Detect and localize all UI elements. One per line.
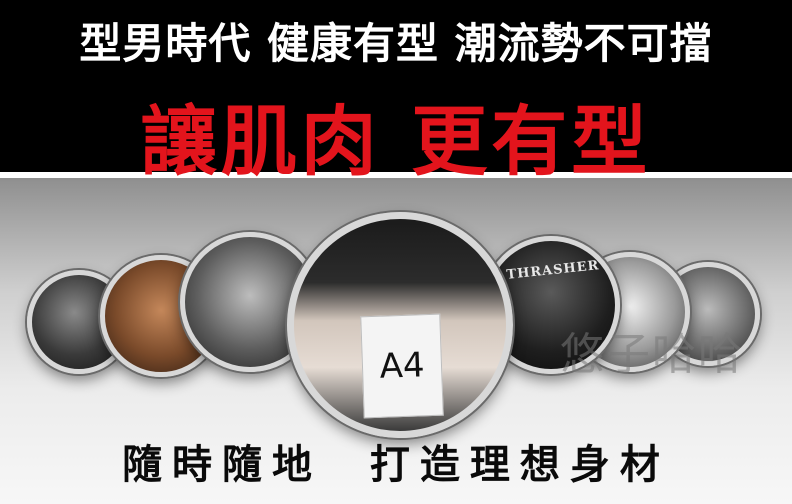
watermark: 悠子哈哈 bbox=[560, 329, 744, 380]
a4-paper-sign: A4 bbox=[360, 313, 444, 419]
photo-circle-a4-waist: A4 bbox=[287, 212, 513, 438]
subheadline: 讓肌肉 更有型 bbox=[140, 97, 652, 186]
shirt-print-text: THRASHER bbox=[505, 258, 601, 283]
top-banner: 型男時代 健康有型 潮流勢不可擋 讓肌肉 更有型 bbox=[0, 0, 792, 186]
headline: 型男時代 健康有型 潮流勢不可擋 bbox=[79, 19, 713, 68]
tagline: 隨時隨地 打造理想身材 bbox=[122, 442, 670, 488]
